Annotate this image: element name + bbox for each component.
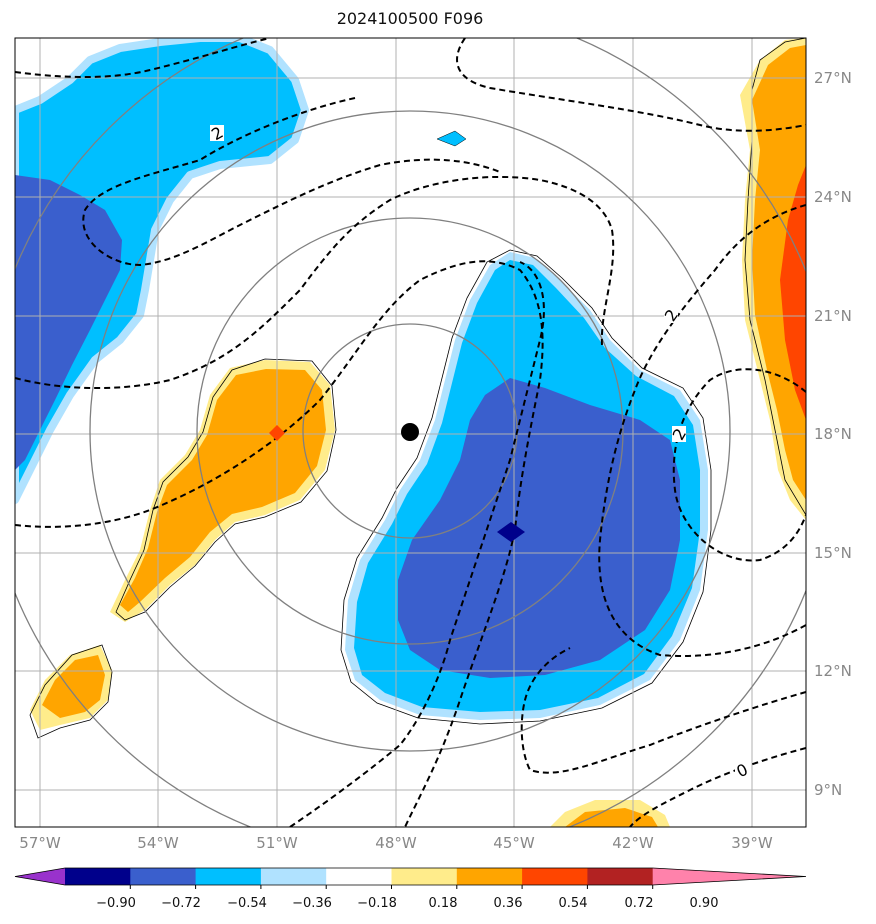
colorbar-segment (391, 868, 458, 885)
lat-label: 12°N (814, 662, 852, 680)
neg-region-northwest-dark (15, 175, 122, 470)
colorbar-tick-label: −0.72 (161, 896, 201, 911)
colorbar-tick-label: 0.90 (689, 896, 719, 911)
lat-label: 24°N (814, 188, 852, 206)
central-region-outline (340, 249, 712, 725)
neg-region-central-dark (398, 378, 680, 678)
colorbar-tick-label: 0.18 (428, 896, 458, 911)
lon-label: 51°W (256, 834, 298, 852)
colorbar-tick-label: −0.54 (227, 896, 267, 911)
contour-label-bg (210, 125, 224, 141)
map-frame (14, 37, 807, 828)
colorbar-segment (587, 868, 654, 885)
dashed-contours (15, 38, 806, 827)
colorbar-segment (326, 868, 392, 885)
storm-center-marker (401, 423, 419, 441)
colorbar-segment (260, 868, 327, 885)
pos-region-central-outline (115, 358, 337, 621)
colorbar-segment (195, 868, 262, 885)
lat-label: 21°N (814, 307, 852, 325)
colorbar-tick-label: 0.54 (558, 896, 588, 911)
pos-region-east-red (780, 165, 806, 420)
lon-label: 48°W (375, 834, 417, 852)
contour-label-bg (664, 307, 678, 323)
map-area (15, 38, 806, 827)
pos-region-east-outline (744, 38, 806, 516)
colorbar-segment (65, 868, 131, 885)
range-rings (15, 38, 806, 827)
contour-label-bg (672, 426, 686, 442)
lon-label: 39°W (731, 834, 773, 852)
colorbar-outline (14, 867, 807, 886)
small-neg-blob (436, 130, 467, 147)
colorbar-segment (522, 868, 588, 885)
colorbar-segment (456, 868, 523, 885)
colorbar-tick-label: 0.72 (624, 896, 654, 911)
lon-label: 42°W (612, 834, 654, 852)
lat-label: 18°N (814, 425, 852, 443)
colorbar-tick-label: −0.36 (292, 896, 332, 911)
pos-region-east-orange (752, 45, 806, 500)
lon-label: 54°W (137, 834, 179, 852)
contour-label-bg (735, 762, 749, 778)
colorbar-tick-label: −0.18 (357, 896, 397, 911)
colorbar-tick-label: 0.36 (493, 896, 523, 911)
colorbar-tick-label: −0.90 (96, 896, 136, 911)
neg-region-northwest-light (15, 38, 309, 504)
maximum-marker (269, 425, 285, 441)
colorbar (14, 867, 807, 889)
pos-region-southwest-outline (29, 644, 113, 739)
lat-label: 15°N (814, 544, 852, 562)
colorbar-segment (130, 868, 197, 885)
lon-label: 45°W (493, 834, 535, 852)
colorbar-extend-max (652, 868, 806, 885)
map-title: 2024100500 F096 (336, 9, 484, 28)
lat-label: 9°N (814, 781, 843, 799)
minimum-marker (497, 522, 525, 542)
pos-region-south-orange (565, 808, 658, 827)
graticule (15, 38, 806, 827)
colorbar-extend-min (15, 868, 65, 885)
lat-label: 27°N (814, 69, 852, 87)
lon-label: 57°W (19, 834, 61, 852)
